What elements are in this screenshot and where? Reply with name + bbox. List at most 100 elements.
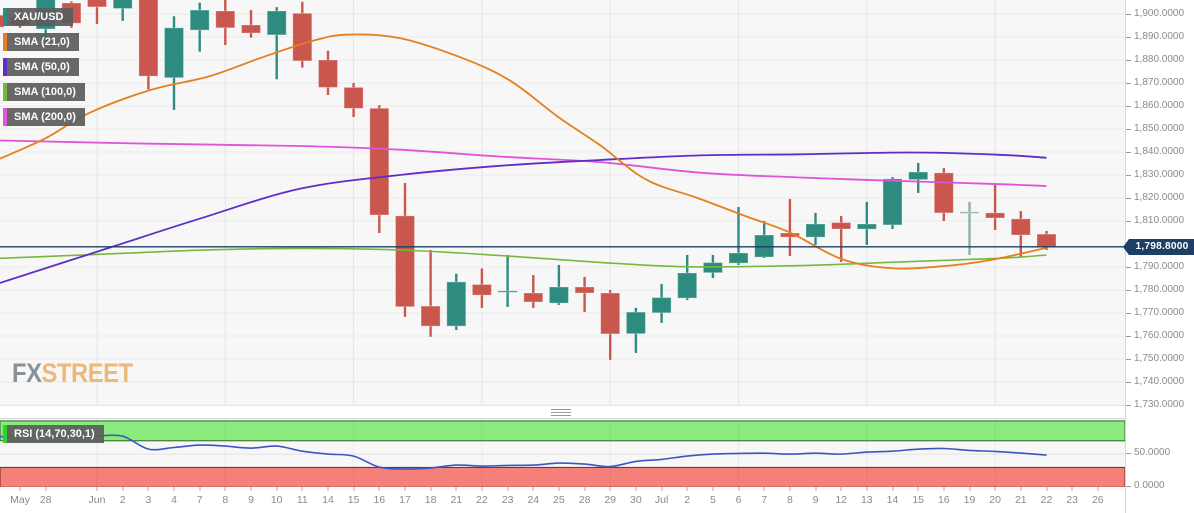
candle-body [754, 234, 775, 258]
price-tick-mark [1126, 152, 1131, 153]
candle-Jun-25[interactable] [548, 264, 569, 305]
time-tick-label: 10 [270, 494, 283, 506]
legend-item-label: SMA (200,0) [14, 111, 76, 123]
price-tick-label: 1,730.0000 [1134, 399, 1185, 410]
price-chart-panel[interactable]: XAU/USD SMA (21,0) SMA (50,0) SMA (100,0) SM… [0, 0, 1125, 406]
candle-Jun-24[interactable] [523, 275, 544, 308]
candle-Jul-1[interactable] [651, 284, 672, 323]
candle-Jul-6[interactable] [728, 207, 749, 265]
time-tick-label: 8 [222, 494, 229, 506]
time-tick-mark [635, 487, 637, 491]
time-tick-mark [712, 487, 714, 491]
time-tick-label: 19 [963, 494, 976, 506]
rsi-panel[interactable] [0, 418, 1125, 488]
candlestick-chart[interactable] [0, 0, 1125, 406]
rsi-legend[interactable]: RSI (14,70,30,1) [3, 425, 104, 443]
candle-Jun-7[interactable] [189, 2, 210, 52]
candle-Jul-20[interactable] [985, 184, 1006, 230]
time-tick-mark [1020, 487, 1022, 491]
candle-body [651, 297, 672, 314]
candle-Jun-3[interactable] [138, 0, 159, 90]
price-tick-mark [1126, 267, 1131, 268]
candle-body [395, 215, 415, 308]
candle-body [138, 0, 159, 77]
candle-Jun-10[interactable] [266, 7, 287, 80]
legend-item-sma-50-0-[interactable]: SMA (50,0) [3, 58, 79, 76]
price-axis[interactable]: 1,900.0000 1,890.0000 1,880.0000 1,870.0000… [1123, 0, 1194, 513]
candle-Jun-30[interactable] [625, 307, 646, 353]
time-tick-label: 23 [1066, 494, 1078, 506]
candle-body [574, 286, 595, 294]
time-axis[interactable]: May 28 Jun 2 3 4 7 8 9 10 11 14 15 16 17 18 21 22 23 24 25 28… [0, 487, 1125, 513]
price-tick-label: 1,780.0000 [1134, 284, 1185, 295]
candle-Jun-28[interactable] [574, 276, 595, 313]
candle-Jun-21[interactable] [446, 273, 467, 330]
candle-body [831, 222, 852, 230]
time-tick-label: 6 [735, 494, 742, 506]
price-tick-mark [1126, 14, 1131, 15]
time-tick-label: 28 [39, 494, 52, 506]
legend-item-sma-100-0-[interactable]: SMA (100,0) [3, 83, 85, 101]
candle-Jun-29[interactable] [600, 290, 621, 360]
candle-Jun-16[interactable] [369, 105, 390, 233]
candle-Jun-9[interactable] [241, 10, 261, 38]
candle-Jun-14[interactable] [318, 50, 338, 95]
candle-Jun-1[interactable] [87, 0, 107, 24]
candle-Jul-14[interactable] [882, 177, 903, 229]
time-tick-label: 11 [296, 494, 308, 506]
candle-Jun-4[interactable] [164, 16, 184, 110]
time-tick-label: 5 [709, 494, 716, 506]
candle-body [882, 178, 903, 226]
legend-item-sma-21-0-[interactable]: SMA (21,0) [3, 33, 79, 51]
price-tick-label: 1,830.0000 [1134, 169, 1185, 180]
candle-Jul-9[interactable] [805, 212, 826, 245]
logo-street: STREET [41, 358, 133, 388]
time-tick-mark [532, 487, 534, 491]
price-tick-label: 1,850.0000 [1134, 123, 1185, 134]
time-tick-label: 12 [835, 494, 848, 506]
legend-item-sma-200-0-[interactable]: SMA (200,0) [3, 108, 85, 126]
candle-Jul-15[interactable] [908, 163, 929, 193]
time-tick-label: 25 [553, 494, 565, 506]
candle-Jul-12[interactable] [831, 215, 852, 262]
legend-item-label: SMA (50,0) [14, 61, 70, 73]
candle-Jun-15[interactable] [343, 83, 364, 117]
price-tick-label: 1,760.0000 [1134, 330, 1185, 341]
candle-Jun-23[interactable] [497, 255, 518, 307]
price-tick-label: 1,750.0000 [1134, 353, 1185, 364]
time-tick-label: 22 [476, 494, 488, 506]
time-tick-mark [815, 487, 816, 491]
time-tick-mark [276, 487, 278, 491]
candle-Jul-2[interactable] [677, 255, 698, 301]
time-tick-mark [378, 487, 380, 491]
time-tick-mark [789, 487, 791, 491]
legend-item-xau-usd[interactable]: XAU/USD [3, 8, 73, 26]
time-tick-label: 28 [578, 494, 591, 506]
candle-Jul-21[interactable] [1010, 211, 1031, 258]
time-tick-label: 16 [373, 494, 386, 506]
candle-body [164, 27, 184, 79]
time-tick-mark [173, 487, 175, 491]
time-tick-mark [455, 487, 457, 491]
price-tick-mark [1126, 290, 1131, 291]
candle-body [318, 59, 338, 88]
rsi-chart[interactable] [0, 419, 1125, 488]
price-tick-label: 1,900.0000 [1134, 8, 1185, 19]
candle-Jun-2[interactable] [112, 0, 133, 21]
panel-divider [0, 406, 1125, 418]
candle-Jun-18[interactable] [420, 250, 441, 337]
candle-Jul-7[interactable] [754, 221, 775, 258]
candle-Jun-11[interactable] [292, 1, 313, 68]
time-tick-mark [969, 487, 970, 491]
panel-resize-handle[interactable] [551, 409, 571, 416]
candle-Jun-22[interactable] [471, 268, 492, 308]
candle-Jun-8[interactable] [215, 0, 236, 45]
candle-body [600, 292, 621, 335]
candle-body [266, 10, 287, 36]
candle-Jul-13[interactable] [856, 201, 877, 245]
price-tick-mark [1126, 221, 1131, 222]
candle-Jul-16[interactable] [933, 168, 954, 221]
time-tick-mark [430, 487, 432, 491]
price-tick-label: 1,860.0000 [1134, 100, 1185, 111]
